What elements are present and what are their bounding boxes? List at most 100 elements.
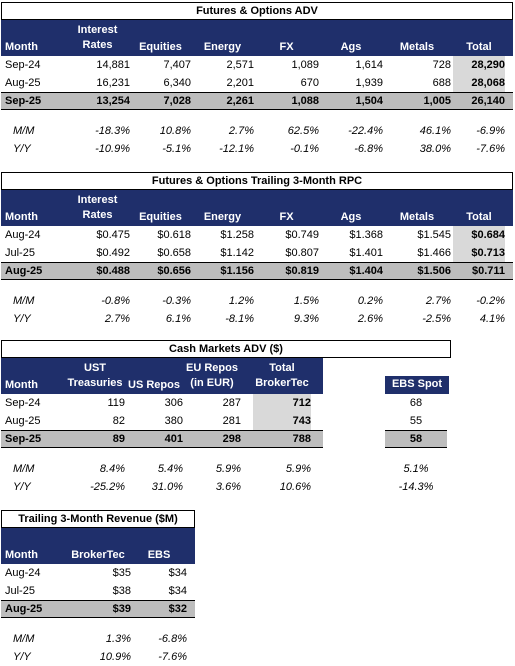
table-cell: 1,504 — [355, 95, 383, 107]
table-cell: 89 — [112, 433, 125, 445]
table-cell: 55 — [409, 415, 423, 427]
table-cell: $0.488 — [96, 265, 130, 277]
row-label: Aug-25 — [5, 77, 41, 89]
table-row: Aug-24 $0.475 $0.618 $1.258 $0.749 $1.368 $1.5… — [1, 226, 513, 244]
table-cell: 281 — [222, 415, 241, 427]
table-row: Aug-25 $39 $32 — [1, 600, 195, 618]
table-cell: 306 — [164, 397, 183, 409]
row-label: Sep-25 — [5, 433, 42, 445]
stat-cell: 2.7% — [104, 313, 130, 325]
table-cell: 1,939 — [355, 77, 383, 89]
stat-label: Y/Y — [13, 481, 31, 493]
stat-cell: 5.4% — [157, 463, 183, 475]
table-cell: $1.142 — [220, 247, 254, 259]
stat-cell: -18.3% — [95, 125, 130, 137]
stat-cell: 2.7% — [228, 125, 254, 137]
stat-cell: 46.1% — [419, 125, 451, 137]
table-cell: 788 — [292, 433, 311, 445]
table-cell: 28,068 — [453, 74, 505, 92]
column-header: Metals — [399, 41, 435, 53]
table-cell: $0.656 — [157, 265, 191, 277]
stat-cell: 9.3% — [293, 313, 319, 325]
stat-cell: -2.5% — [422, 313, 451, 325]
table-row: Sep-24 119 306 287 712 68 — [1, 394, 422, 412]
stat-cell: 5.9% — [285, 463, 311, 475]
table-cell: 26,140 — [471, 95, 505, 107]
stat-cell: 2.7% — [425, 295, 451, 307]
column-header: Interest Rates — [77, 194, 118, 221]
table-cell: $0.749 — [285, 229, 319, 241]
stat-row: Y/Y 2.7% 6.1% -8.1% 9.3% 2.6% -2.5% 4.1% — [1, 310, 513, 328]
table-cell: 6,340 — [163, 77, 191, 89]
column-header: Ags — [340, 41, 362, 53]
table-cell: 743 — [253, 412, 311, 430]
table-cell: $1.258 — [220, 229, 254, 241]
stat-cell: -7.6% — [476, 143, 505, 155]
revenue-table: Trailing 3-Month Revenue ($M) Month Broker… — [1, 510, 201, 663]
table-row: Sep-25 89 401 298 788 58 — [1, 430, 447, 448]
table-cell: $1.156 — [220, 265, 254, 277]
stat-cell: 10.8% — [159, 125, 191, 137]
cash-markets-table: Cash Markets ADV ($) Month UST Treasuries U… — [1, 340, 513, 496]
table-cell: 2,261 — [226, 95, 254, 107]
stat-cell: 62.5% — [287, 125, 319, 137]
stat-cell: -10.9% — [95, 143, 130, 155]
futures-rpc-table: Futures & Options Trailing 3-Month RPC Mo… — [1, 172, 513, 328]
stat-row: M/M -18.3% 10.8% 2.7% 62.5% -22.4% 46.1% -6.9% — [1, 122, 513, 140]
table-cell: $0.492 — [96, 247, 130, 259]
stat-cell: -25.2% — [90, 481, 125, 493]
column-header: Ags — [340, 211, 362, 223]
stat-label: M/M — [13, 295, 35, 307]
stat-cell: 6.1% — [165, 313, 191, 325]
table-row: Aug-24 $35 $34 — [1, 564, 195, 582]
column-header: EBS Spot — [391, 378, 443, 390]
table-title: Futures & Options Trailing 3-Month RPC — [1, 172, 513, 190]
futures-adv-table: Futures & Options ADV Month Interest Rates… — [1, 2, 513, 158]
table-cell: 82 — [112, 415, 125, 427]
table-header: Month UST Treasuries US Repos EU Repos (in … — [1, 358, 323, 394]
table-header: Month Interest Rates Equities Energy FX Ags Me… — [1, 190, 513, 226]
row-label: Aug-25 — [5, 603, 43, 615]
column-header: Metals — [399, 211, 435, 223]
row-label: Sep-25 — [5, 95, 42, 107]
stat-cell: 1.5% — [293, 295, 319, 307]
table-cell: 2,571 — [226, 59, 254, 71]
stat-row: M/M -0.8% -0.3% 1.2% 1.5% 0.2% 2.7% -0.2% — [1, 292, 513, 310]
stat-label: Y/Y — [13, 313, 31, 325]
stat-row: Y/Y -10.9% -5.1% -12.1% -0.1% -6.8% 38.0% -7.6% — [1, 140, 513, 158]
stat-cell: 5.1% — [403, 463, 429, 475]
table-cell: 380 — [164, 415, 183, 427]
stat-row: M/M 1.3% -6.8% — [1, 630, 195, 648]
column-header: Equities — [139, 41, 182, 53]
column-header: Month — [5, 211, 38, 223]
stat-row: Y/Y 10.9% -7.6% — [1, 648, 195, 666]
column-header: EBS — [147, 549, 171, 561]
stat-cell: 0.2% — [357, 295, 383, 307]
stat-label: Y/Y — [13, 651, 31, 663]
stat-cell: 5.9% — [215, 463, 241, 475]
column-header: FX — [279, 211, 294, 223]
table-cell: 7,028 — [163, 95, 191, 107]
column-header: Total BrokerTec — [255, 362, 309, 389]
table-cell: $34 — [168, 567, 187, 579]
column-header: Interest Rates — [77, 24, 118, 51]
stat-cell: 31.0% — [151, 481, 183, 493]
column-header: Month — [5, 549, 38, 561]
table-title: Cash Markets ADV ($) — [1, 340, 451, 358]
table-cell: $0.475 — [96, 229, 130, 241]
stat-cell: 2.6% — [357, 313, 383, 325]
table-cell: 13,254 — [96, 95, 130, 107]
table-cell: $0.684 — [453, 226, 505, 244]
stat-label: Y/Y — [13, 143, 31, 155]
stat-cell: 38.0% — [419, 143, 451, 155]
table-cell: $38 — [112, 585, 131, 597]
table-cell: 14,881 — [96, 59, 130, 71]
column-header: Month — [5, 379, 38, 391]
column-header: UST Treasuries — [67, 362, 123, 389]
row-label: Jul-25 — [5, 585, 35, 597]
table-title: Trailing 3-Month Revenue ($M) — [1, 510, 195, 528]
stat-cell: -0.2% — [476, 295, 505, 307]
table-cell: 688 — [432, 77, 451, 89]
stat-cell: -6.9% — [476, 125, 505, 137]
column-header: Energy — [203, 41, 242, 53]
